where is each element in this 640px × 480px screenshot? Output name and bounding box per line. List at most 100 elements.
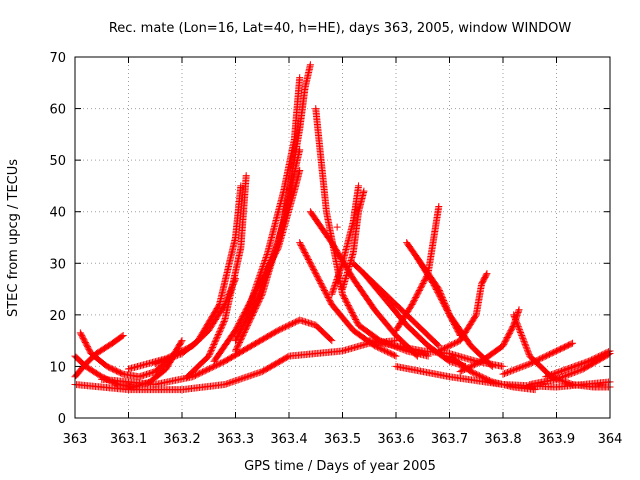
data-point [255,289,263,297]
data-point [441,344,449,352]
data-point [456,368,464,376]
data-point [569,339,577,347]
data-point [503,368,511,376]
data-point [274,240,282,248]
x-tick-label: 363.8 [484,432,521,447]
data-point [174,351,182,359]
data-point [232,347,239,355]
data-point [272,245,280,253]
data-point [450,339,458,347]
data-point [240,374,248,382]
data-point [545,372,553,380]
data-point [383,348,391,356]
data-point [555,374,563,382]
data-point [328,290,336,298]
data-point [259,280,267,288]
data-point [333,275,341,283]
y-tick-label: 70 [49,51,66,66]
data-point [306,61,314,69]
x-tick-label: 363.4 [270,432,307,447]
data-point [254,276,262,284]
data-point [263,250,271,258]
data-point [166,354,174,362]
data-point [217,325,225,333]
data-point [338,261,346,269]
data-point [375,344,383,352]
data-point [327,336,335,344]
data-point [385,349,393,357]
y-tick-label: 0 [58,412,66,427]
data-point [258,264,266,272]
data-point [524,348,532,356]
data-point [224,379,232,387]
data-point [332,278,340,286]
data-point [603,348,611,356]
data-point [577,360,585,368]
data-point [237,375,245,383]
data-point [281,323,289,331]
data-point [162,356,170,364]
data-point [515,324,523,332]
data-point [579,359,587,367]
data-point [248,371,256,379]
data-point [257,285,265,293]
data-point [329,287,337,295]
chart-title: Rec. mate (Lon=16, Lat=40, h=HE), days 3… [109,21,572,36]
data-point [467,368,475,376]
data-point [329,286,337,294]
data-point [435,203,443,211]
data-point [236,338,244,346]
data-point [590,355,598,363]
data-point [330,283,338,291]
data-point [513,320,521,328]
data-point [543,372,551,380]
data-point [466,363,474,371]
data-point [505,368,513,376]
data-point [296,74,304,82]
data-point [264,266,272,274]
data-point [446,341,454,349]
data-point [573,361,581,369]
data-point [334,273,342,281]
data-point [335,270,343,278]
data-point [209,342,217,350]
y-tick-label: 50 [49,154,66,169]
data-point [205,352,213,360]
data-point [575,367,583,375]
data-point [563,371,571,379]
data-point [471,370,479,378]
data-point [266,261,274,269]
data-point [234,341,242,349]
data-point [567,363,575,371]
data-point [151,360,159,368]
data-point [596,352,604,360]
data-point [237,182,245,190]
data-point [296,166,304,174]
data-point [157,358,165,366]
data-point [259,261,267,269]
data-point [270,251,278,259]
data-point [256,272,264,280]
data-point [233,344,241,352]
data-point [265,264,273,272]
axis-ticks [74,56,611,419]
data-point [220,317,228,325]
data-point [218,323,226,331]
data-point [253,281,261,289]
data-point [243,373,251,381]
data-point [502,369,510,377]
data-point [219,320,227,328]
data-point [291,318,299,326]
data-point [290,319,298,327]
data-point [523,345,531,353]
data-point [260,276,268,284]
data-point [597,351,605,359]
data-point [512,365,520,373]
data-point [513,318,521,326]
data-point [470,369,478,377]
data-point [510,312,518,320]
data-point [206,349,214,357]
data-point [227,378,235,386]
data-point [214,332,222,340]
